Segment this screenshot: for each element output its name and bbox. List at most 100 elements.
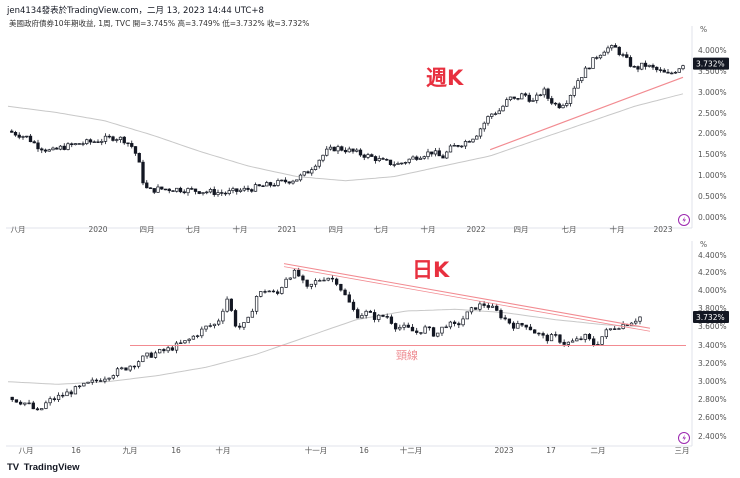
candle-body [503,317,507,320]
x-tick-label: 七月 [562,225,577,234]
candle-body [90,379,94,383]
candle-body [14,399,19,403]
candle-body [486,305,490,308]
candle-body [501,105,505,112]
candle-body [152,188,156,193]
y-tick-label: 2.500% [698,109,727,118]
candle-body [55,147,59,150]
candle-body [528,326,533,331]
candle-body [366,154,370,158]
candle-body [373,156,378,162]
candle-body [628,57,633,67]
candle-body [122,136,126,144]
y-tick-label: 3.500% [698,67,727,76]
tradingview-logo-icon: TV [7,462,20,473]
candle-body [410,326,415,332]
candle-body [276,291,280,294]
candle-body [554,334,558,336]
candle-body [73,143,78,146]
candle-body [51,147,55,151]
candle-body [167,188,171,192]
candle-body [490,113,494,117]
candle-body [396,163,400,165]
candle-body [651,64,655,68]
candle-body [402,324,406,328]
candle-body [31,402,35,410]
candle-body [475,135,479,140]
candle-body [326,277,330,281]
candle-body [18,401,23,405]
candle-body [201,192,205,194]
candle-body [377,314,381,320]
x-tick-label: 16 [171,446,181,455]
candle-body [238,325,242,328]
resistance-trendline [283,263,651,329]
candle-body [141,355,145,363]
candle-body [62,145,66,150]
last-value-badge [693,57,729,70]
candle-body [523,93,528,96]
candle-body [508,96,513,101]
resistance-trendline-2 [283,266,651,332]
candle-body [381,158,385,160]
x-tick-label: 十一月 [305,445,328,455]
candle-body [166,347,170,352]
candle-body [415,330,419,333]
y-tick-label: 2.800% [698,395,727,404]
candle-body [343,149,348,153]
x-tick-label: 四月 [514,225,529,234]
x-tick-label: 16 [71,446,81,455]
candle-body [70,143,74,146]
candle-body [431,327,436,337]
candle-body [103,378,107,382]
candle-body [370,154,374,157]
candle-body [617,46,621,55]
candle-body [334,278,339,285]
candle-body [179,342,183,344]
candle-body [265,182,269,187]
x-tick-label: 四月 [140,225,155,234]
candle-body [419,332,423,334]
candle-body [358,149,363,156]
candle-body [305,279,309,287]
x-tick-label: 四月 [329,225,344,234]
candle-body [613,45,618,48]
candle-body [187,338,191,341]
candle-body [233,310,238,327]
candle-body [242,322,246,328]
candle-body [583,67,588,78]
candle-body [295,179,299,182]
candle-body [100,141,104,143]
x-tick-label: 十月 [233,224,248,234]
candle-body [25,135,29,138]
candle-body [535,94,539,101]
candle-body [456,144,460,147]
candle-body [297,269,301,277]
candle-body [343,289,347,296]
tradingview-brand[interactable]: TV TradingView [7,462,80,473]
candle-body [351,148,355,152]
candle-body [145,352,149,357]
candle-body [212,189,216,195]
candle-body [268,182,273,186]
candle-body [148,187,153,189]
candle-body [490,305,495,308]
candle-body [257,184,261,187]
candle-body [231,188,235,191]
candle-body [516,323,520,329]
candle-body [301,275,305,281]
candle-body [608,328,613,331]
x-tick-label: 七月 [374,225,389,234]
candle-body [546,88,550,99]
candle-body [636,66,640,70]
candle-body [23,402,27,405]
candle-body [600,336,604,345]
candle-body [130,143,134,147]
candle-body [580,77,584,82]
candle-body [162,349,166,352]
x-tick-label: 八月 [11,225,26,234]
candle-body [246,187,250,190]
candle-body [253,184,258,192]
candle-body [527,94,531,102]
